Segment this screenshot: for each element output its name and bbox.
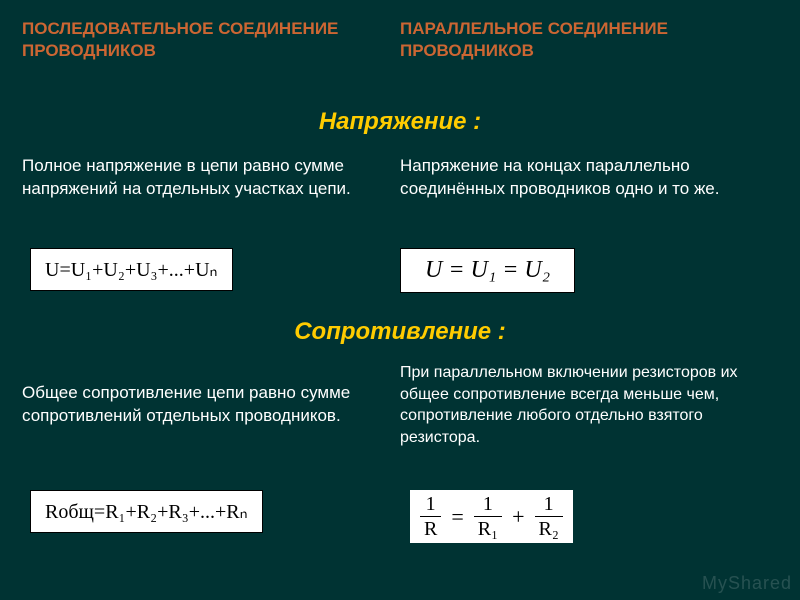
resistance-serial-formula: Rобщ=R₁+R₂+R₃+...+Rₙ [30,490,263,533]
section-resistance-title: Сопротивление : [0,318,800,346]
frac3-num: 1 [535,494,563,516]
header-parallel: ПАРАЛЛЕЛЬНОЕ СОЕДИНЕНИЕ ПРОВОДНИКОВ [400,18,760,62]
equals-sign: = [445,504,469,530]
section-voltage-title: Напряжение : [0,108,800,136]
frac1-num: 1 [420,494,441,516]
frac2-den: R₁ [474,516,502,539]
resistance-serial-desc: Общее сопротивление цепи равно сумме соп… [22,382,362,428]
resistance-parallel-formula: 1 R = 1 R₁ + 1 R₂ [410,490,573,543]
frac1-den: R [420,516,441,539]
watermark: MyShared [702,573,792,594]
frac2-num: 1 [474,494,502,516]
plus-sign: + [506,504,530,530]
voltage-parallel-formula: U = U₁ = U₂ [400,248,575,293]
voltage-parallel-desc: Напряжение на концах параллельно соединё… [400,155,760,201]
voltage-serial-formula: U=U₁+U₂+U₃+...+Uₙ [30,248,233,291]
resistance-parallel-desc: При параллельном включении резисторов их… [400,362,770,448]
header-serial: ПОСЛЕДОВАТЕЛЬНОЕ СОЕДИНЕНИЕ ПРОВОДНИКОВ [22,18,362,62]
voltage-serial-desc: Полное напряжение в цепи равно сумме нап… [22,155,362,201]
frac3-den: R₂ [535,516,563,539]
